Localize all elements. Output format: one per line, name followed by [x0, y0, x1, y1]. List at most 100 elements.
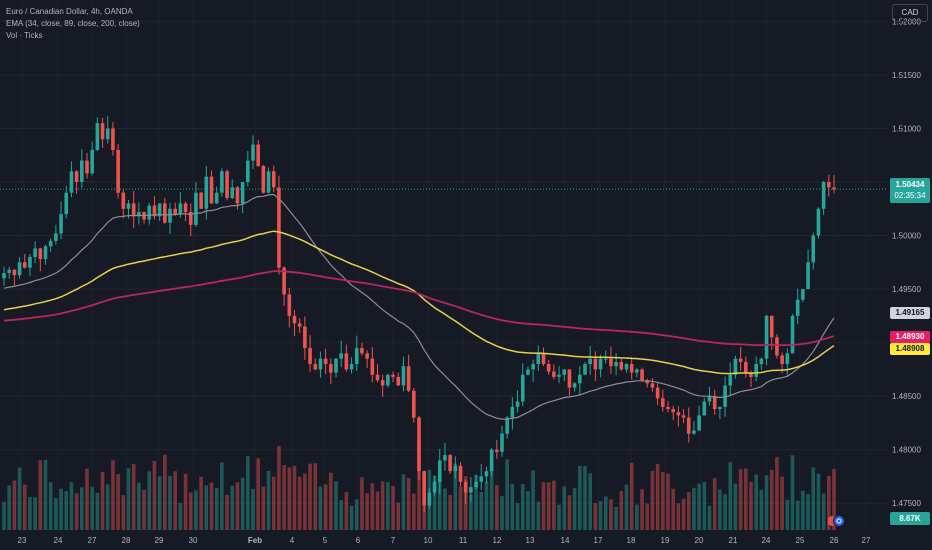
candle[interactable] [365, 350, 369, 369]
candle[interactable] [152, 196, 157, 220]
candle[interactable] [541, 347, 546, 367]
ema34-line[interactable] [3, 193, 835, 420]
candle[interactable] [552, 364, 556, 380]
candle[interactable] [12, 268, 17, 287]
candle[interactable] [624, 363, 629, 373]
candle[interactable] [453, 456, 458, 479]
candle[interactable] [432, 475, 437, 496]
candle[interactable] [95, 117, 100, 152]
candle[interactable] [437, 449, 442, 494]
candle[interactable] [349, 357, 354, 374]
candle[interactable] [360, 342, 364, 356]
candle[interactable] [640, 367, 644, 382]
candle[interactable] [443, 442, 447, 471]
candle[interactable] [588, 345, 592, 375]
candle[interactable] [240, 181, 245, 214]
candle[interactable] [515, 390, 520, 413]
candle[interactable] [645, 378, 650, 388]
candle[interactable] [827, 174, 831, 197]
candle[interactable] [583, 361, 587, 375]
candle[interactable] [69, 161, 74, 198]
candle[interactable] [48, 238, 53, 252]
candle[interactable] [448, 453, 452, 474]
candle[interactable] [323, 349, 328, 375]
candle[interactable] [256, 139, 260, 167]
candle[interactable] [282, 266, 286, 306]
candle[interactable] [308, 335, 312, 373]
candle[interactable] [484, 466, 489, 484]
candle[interactable] [593, 351, 598, 382]
candle[interactable] [178, 191, 183, 218]
candle[interactable] [500, 425, 504, 457]
candle[interactable] [463, 479, 468, 505]
candle[interactable] [795, 288, 800, 325]
candle[interactable] [790, 314, 795, 354]
symbol-title[interactable]: Euro / Canadian Dollar, 4h, OANDA [6, 7, 133, 16]
candle[interactable] [557, 366, 561, 384]
candle[interactable] [74, 170, 79, 194]
candle[interactable] [225, 169, 229, 201]
candle[interactable] [422, 470, 426, 513]
candle[interactable] [738, 347, 743, 371]
candle[interactable] [801, 288, 805, 303]
candle[interactable] [546, 360, 551, 375]
candle[interactable] [671, 405, 675, 421]
candle[interactable] [43, 244, 48, 265]
candle[interactable] [277, 175, 281, 275]
candle[interactable] [380, 374, 385, 397]
candle[interactable] [64, 185, 69, 219]
candle[interactable] [7, 266, 11, 279]
candle[interactable] [22, 253, 27, 269]
candle[interactable] [495, 440, 499, 459]
candle[interactable] [775, 334, 779, 359]
ema200-line[interactable] [3, 270, 835, 347]
candle[interactable] [85, 152, 89, 179]
candle[interactable] [157, 203, 162, 221]
candle[interactable] [712, 389, 717, 415]
candle[interactable] [329, 358, 333, 384]
currency-button[interactable]: CAD [892, 4, 928, 22]
candle[interactable] [131, 190, 136, 229]
price-axis[interactable]: 1.520001.515001.510001.505001.500001.495… [888, 0, 932, 550]
candle[interactable] [209, 170, 214, 205]
candle[interactable] [147, 202, 152, 225]
candle[interactable] [821, 180, 826, 216]
candle[interactable] [188, 203, 193, 237]
candle[interactable] [271, 165, 276, 193]
ema-indicator-label[interactable]: EMA (34, close, 89, close, 200, close) [6, 19, 140, 28]
candle[interactable] [427, 488, 432, 509]
candle[interactable] [619, 358, 624, 371]
candle[interactable] [183, 201, 188, 222]
candlestick-chart[interactable] [0, 0, 888, 530]
candle[interactable] [137, 202, 141, 225]
candle[interactable] [728, 362, 733, 396]
candle[interactable] [458, 462, 463, 487]
candle[interactable] [811, 232, 816, 270]
candle[interactable] [100, 117, 105, 148]
candle[interactable] [686, 407, 691, 443]
candle[interactable] [536, 345, 541, 371]
candle[interactable] [292, 309, 297, 336]
candle[interactable] [629, 357, 634, 380]
candle[interactable] [303, 316, 307, 360]
candle[interactable] [246, 151, 250, 187]
candle[interactable] [287, 288, 292, 328]
candle[interactable] [318, 351, 323, 378]
candle[interactable] [406, 354, 411, 393]
ema89-line[interactable] [3, 230, 835, 375]
candle[interactable] [54, 224, 58, 245]
candle[interactable] [168, 202, 172, 234]
candle[interactable] [806, 249, 810, 290]
candle[interactable] [251, 135, 255, 169]
candle[interactable] [754, 356, 758, 382]
volume-indicator-label[interactable]: Vol · Ticks [6, 31, 43, 40]
candle[interactable] [2, 266, 6, 286]
candle[interactable] [650, 378, 655, 392]
candle[interactable] [744, 356, 748, 378]
candle[interactable] [759, 357, 764, 370]
candle[interactable] [261, 164, 266, 194]
candle[interactable] [681, 409, 686, 423]
candle[interactable] [531, 359, 535, 382]
candle[interactable] [220, 168, 224, 197]
candle[interactable] [635, 368, 639, 378]
